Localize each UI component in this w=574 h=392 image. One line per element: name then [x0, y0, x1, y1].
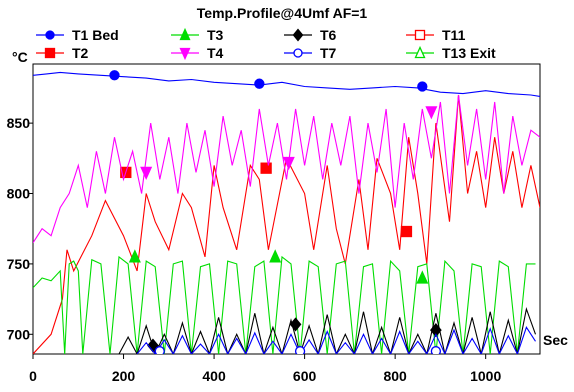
data-point-t3 — [269, 249, 282, 263]
data-point-t3 — [128, 249, 141, 263]
series-group — [33, 70, 540, 354]
legend-marker-t7 — [293, 48, 303, 58]
x-tick-label: 400 — [202, 368, 226, 384]
legend-marker-t3 — [179, 27, 191, 41]
legend-marker-t4 — [179, 47, 191, 61]
legend-marker-t13-exit — [414, 45, 426, 59]
data-point-t1-bed — [417, 81, 428, 92]
y-tick-label: 700 — [7, 326, 31, 342]
legend-marker-t2 — [44, 47, 56, 59]
data-point-t7 — [154, 346, 165, 354]
x-axis-label: Sec — [543, 332, 568, 348]
legend-marker-t1-bed — [45, 30, 55, 40]
x-tick-label: 1000 — [470, 368, 501, 384]
data-point-t6 — [430, 323, 442, 338]
data-point-t3 — [416, 270, 429, 284]
data-point-t1-bed — [254, 78, 265, 89]
plot-frame — [32, 63, 541, 355]
legend-label-t4: T4 — [207, 45, 224, 61]
data-point-t2 — [400, 225, 413, 238]
legend-label-t11: T11 — [442, 27, 466, 43]
legend-label-t1-bed: T1 Bed — [72, 27, 119, 43]
data-point-t4 — [425, 106, 438, 120]
legend-label-t6: T6 — [320, 27, 337, 43]
series-t4 — [33, 94, 540, 244]
data-point-t6 — [289, 317, 302, 332]
series-line-t7 — [136, 326, 536, 354]
series-t7 — [136, 326, 536, 354]
chart-title: Temp.Profile@4Umf AF=1 — [197, 5, 368, 21]
series-line-t6 — [118, 306, 537, 354]
data-point-t4 — [140, 166, 153, 180]
x-tick-label: 200 — [112, 368, 136, 384]
legend-marker-t6 — [292, 28, 304, 42]
series-line-t4 — [33, 94, 540, 244]
data-point-t7 — [294, 346, 306, 354]
y-tick-label: 800 — [7, 186, 31, 202]
y-axis-label: °C — [12, 49, 28, 65]
legend-label-t13-exit: T13 Exit — [442, 45, 496, 61]
axis-ticks: 0 200 400 600 800 1000 700 750 800 850 — [7, 115, 502, 384]
x-tick-label: 600 — [293, 368, 317, 384]
series-t3 — [33, 249, 536, 354]
series-line-t1-bed — [33, 71, 540, 97]
data-point-t1-bed — [109, 70, 120, 81]
legend-marker-t11 — [414, 29, 426, 41]
data-point-t7 — [430, 346, 442, 354]
legend-label-t2: T2 — [72, 45, 89, 61]
data-point-t4 — [282, 156, 295, 171]
legend: T1 Bed T3 T6 T11 T2 T4 T7 T13 Exit — [36, 27, 496, 61]
x-tick-label: 0 — [29, 368, 37, 384]
series-line-t3 — [33, 255, 536, 354]
x-tick-label: 800 — [383, 368, 407, 384]
legend-label-t7: T7 — [320, 45, 337, 61]
legend-label-t3: T3 — [207, 27, 224, 43]
y-tick-label: 750 — [7, 256, 31, 272]
y-tick-label: 850 — [7, 115, 31, 131]
data-point-t2 — [260, 162, 272, 174]
series-t1-bed — [33, 70, 540, 97]
